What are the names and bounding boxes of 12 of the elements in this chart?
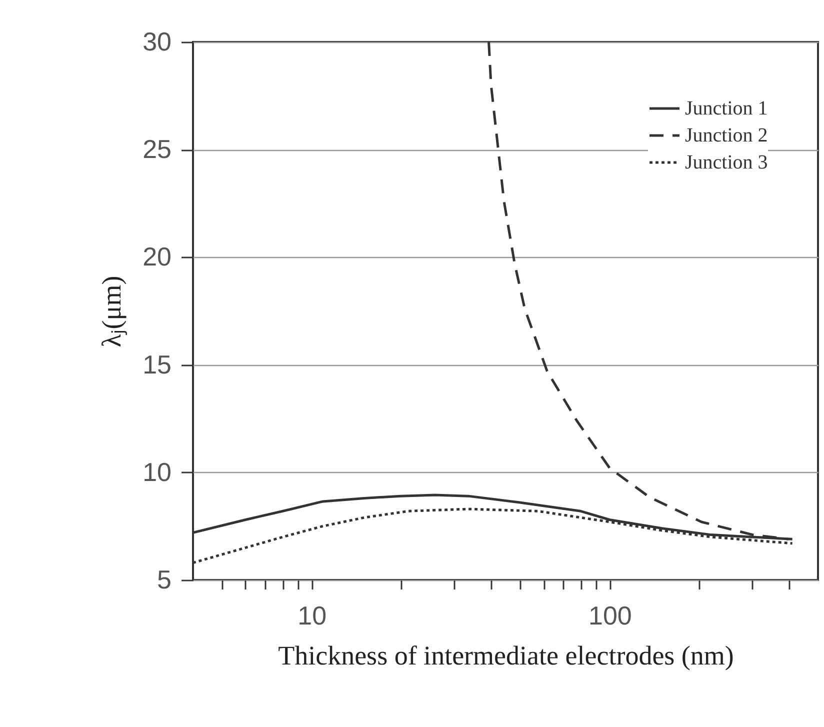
legend-label: Junction 3: [685, 152, 768, 174]
y-axis-title: λⱼ(μm): [96, 276, 128, 348]
y-tick-label: 20: [142, 242, 172, 272]
y-tick-label: 15: [142, 349, 172, 380]
y-tick-label: 30: [142, 26, 172, 56]
x-axis-title: Thickness of intermediate electrodes (nm): [278, 640, 734, 670]
y-tick-label: 10: [142, 456, 172, 487]
y-tick-label: 5: [157, 564, 172, 594]
y-tick-label: 25: [142, 134, 172, 164]
x-tick-label: 100: [588, 600, 632, 630]
legend-label: Junction 1: [685, 98, 768, 120]
legend-label: Junction 2: [685, 124, 768, 146]
